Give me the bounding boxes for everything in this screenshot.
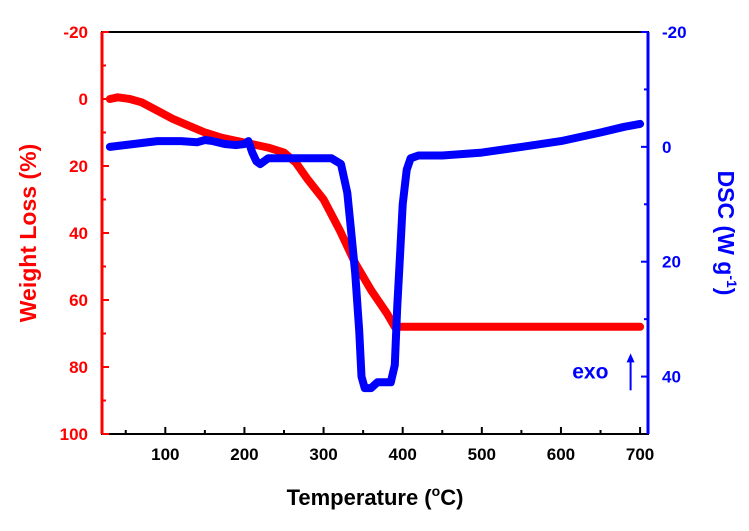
dsc-series-line — [105, 119, 645, 393]
right-axis-label-sup: -1 — [724, 275, 740, 288]
x-axis-label-tail: C) — [440, 485, 463, 510]
right-axis: -20 0 20 40 — [641, 23, 687, 434]
left-tick-label: 20 — [69, 157, 88, 176]
plot-frame — [101, 31, 649, 435]
x-tick-label: 100 — [151, 445, 179, 464]
left-tick-label: -20 — [63, 23, 88, 42]
annotation: exo — [572, 353, 635, 391]
exo-label: exo — [572, 360, 608, 383]
x-tick-label: 300 — [309, 445, 337, 464]
right-axis-label-tail: ) — [713, 288, 739, 296]
x-tick-label: 400 — [389, 445, 417, 464]
x-tick-label: 600 — [547, 445, 575, 464]
right-tick-label: 0 — [662, 138, 671, 157]
left-tick-label: 40 — [69, 224, 88, 243]
x-axis-label-sup: o — [432, 483, 441, 499]
axis-labels: Temperature (oC) Weight Loss (%) DSC (W g-… — [15, 144, 740, 510]
right-axis-label: DSC (W g-1) — [713, 171, 740, 296]
right-axis-label-main: DSC (W g — [713, 171, 739, 276]
exo-arrow-head — [626, 353, 635, 363]
left-axis: -20 0 20 40 60 80 100 — [60, 23, 109, 444]
series-layer — [105, 93, 645, 393]
left-tick-label: 60 — [69, 291, 88, 310]
left-tick-label: 100 — [60, 425, 88, 444]
left-tick-label: 80 — [69, 358, 88, 377]
x-axis: 100 200 300 400 500 600 700 — [124, 427, 654, 464]
x-tick-label: 700 — [626, 445, 654, 464]
left-axis-label: Weight Loss (%) — [15, 144, 41, 322]
right-tick-label: 40 — [662, 368, 681, 387]
x-axis-label-main: Temperature ( — [287, 485, 433, 510]
x-axis-label: Temperature (oC) — [287, 483, 464, 510]
left-tick-label: 0 — [79, 90, 88, 109]
right-tick-label: -20 — [662, 23, 687, 42]
x-tick-label: 500 — [468, 445, 496, 464]
weight-loss-series-line — [105, 93, 645, 331]
right-tick-label: 20 — [662, 253, 681, 272]
x-tick-label: 200 — [230, 445, 258, 464]
